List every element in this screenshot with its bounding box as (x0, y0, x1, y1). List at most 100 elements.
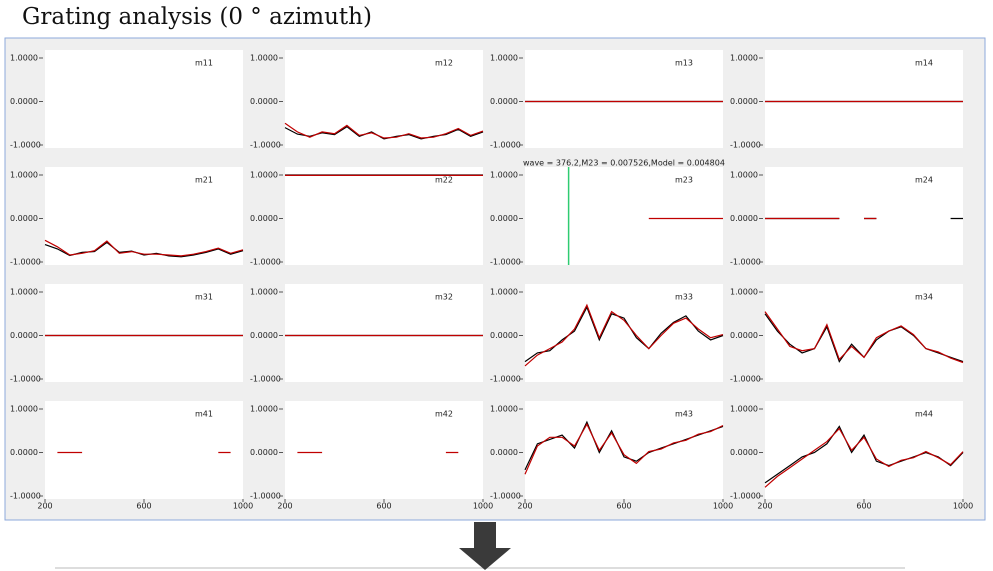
plot-area (525, 401, 723, 499)
chart-title: m33 (675, 293, 693, 302)
y-tick-label: 0.0000 (10, 448, 38, 457)
plot-area (285, 401, 483, 499)
chart-title: m34 (915, 293, 933, 302)
y-tick-label: 1.0000 (490, 405, 518, 414)
chart-title: m24 (915, 176, 933, 185)
chart-title: m14 (915, 59, 933, 68)
plot-area (525, 167, 723, 265)
y-tick-label: -1.0000 (250, 141, 281, 150)
chart-title: m12 (435, 59, 453, 68)
y-tick-label: 1.0000 (250, 288, 278, 297)
plot-area (765, 284, 963, 382)
chart-title: m41 (195, 410, 213, 419)
y-tick-label: 1.0000 (490, 54, 518, 63)
chart-title: m31 (195, 293, 213, 302)
y-tick-label: 0.0000 (730, 448, 758, 457)
y-tick-label: 0.0000 (250, 97, 278, 106)
y-tick-label: 0.0000 (730, 214, 758, 223)
x-tick-label: 600 (136, 502, 151, 511)
arrow-shaft (474, 522, 496, 548)
y-tick-label: -1.0000 (730, 375, 761, 384)
y-tick-label: -1.0000 (730, 258, 761, 267)
y-tick-label: 1.0000 (250, 405, 278, 414)
y-tick-label: 0.0000 (250, 448, 278, 457)
y-tick-label: 0.0000 (490, 97, 518, 106)
y-tick-label: 1.0000 (250, 54, 278, 63)
chart-title: m13 (675, 59, 693, 68)
chart-title: m42 (435, 410, 453, 419)
y-tick-label: 0.0000 (250, 214, 278, 223)
y-tick-label: 0.0000 (490, 331, 518, 340)
plot-area (285, 284, 483, 382)
y-tick-label: -1.0000 (730, 141, 761, 150)
y-tick-label: 0.0000 (10, 331, 38, 340)
y-tick-label: 0.0000 (490, 214, 518, 223)
y-tick-label: -1.0000 (10, 141, 41, 150)
y-tick-label: -1.0000 (250, 258, 281, 267)
plot-area (45, 401, 243, 499)
x-tick-label: 200 (277, 502, 292, 511)
plot-area (525, 284, 723, 382)
y-tick-label: -1.0000 (490, 375, 521, 384)
data-line (524, 303, 724, 367)
y-tick-label: 0.0000 (10, 97, 38, 106)
y-tick-label: 1.0000 (10, 405, 38, 414)
x-tick-label: 1000 (713, 502, 733, 511)
plot-area (285, 167, 483, 265)
y-tick-label: -1.0000 (490, 258, 521, 267)
y-tick-label: 0.0000 (250, 331, 278, 340)
x-tick-label: 600 (616, 502, 631, 511)
y-tick-label: 1.0000 (730, 54, 758, 63)
y-tick-label: -1.0000 (730, 492, 761, 501)
y-tick-label: 1.0000 (10, 54, 38, 63)
plot-area (525, 50, 723, 148)
y-tick-label: 1.0000 (250, 171, 278, 180)
y-tick-label: 1.0000 (10, 288, 38, 297)
x-tick-label: 600 (376, 502, 391, 511)
arrow-head (459, 548, 511, 570)
chart-title: m43 (675, 410, 693, 419)
y-tick-label: 0.0000 (730, 331, 758, 340)
x-tick-label: 1000 (473, 502, 493, 511)
data-line (764, 311, 964, 364)
data-line (524, 422, 724, 475)
chart-title: m23 (675, 176, 693, 185)
plot-area (765, 50, 963, 148)
page-title: Grating analysis (0 ° azimuth) (22, 4, 372, 30)
plot-area (45, 167, 243, 265)
y-tick-label: 1.0000 (730, 288, 758, 297)
y-tick-label: -1.0000 (490, 141, 521, 150)
y-tick-label: 0.0000 (730, 97, 758, 106)
y-tick-label: -1.0000 (490, 492, 521, 501)
plot-area (45, 284, 243, 382)
y-tick-label: 1.0000 (490, 288, 518, 297)
plot-area (285, 50, 483, 148)
x-tick-label: 1000 (233, 502, 253, 511)
y-tick-label: 0.0000 (10, 214, 38, 223)
data-line (44, 239, 244, 257)
chart-title: m21 (195, 176, 213, 185)
y-tick-label: 1.0000 (730, 171, 758, 180)
chart-title: m11 (195, 59, 213, 68)
y-tick-label: -1.0000 (10, 492, 41, 501)
x-tick-label: 1000 (953, 502, 973, 511)
x-tick-label: 200 (757, 502, 772, 511)
y-tick-label: -1.0000 (10, 375, 41, 384)
plot-area (45, 50, 243, 148)
y-tick-label: 1.0000 (10, 171, 38, 180)
chart-title: m44 (915, 410, 933, 419)
chart-title: m22 (435, 176, 453, 185)
y-tick-label: 0.0000 (490, 448, 518, 457)
y-tick-label: 1.0000 (490, 171, 518, 180)
x-tick-label: 200 (517, 502, 532, 511)
annotation: wave = 376.2,M23 = 0.007526,Model = 0.00… (523, 159, 725, 168)
y-tick-label: -1.0000 (10, 258, 41, 267)
x-tick-label: 600 (856, 502, 871, 511)
chart-title: m32 (435, 293, 453, 302)
data-line (284, 122, 484, 139)
y-tick-label: -1.0000 (250, 375, 281, 384)
plot-area (765, 401, 963, 499)
y-tick-label: -1.0000 (250, 492, 281, 501)
